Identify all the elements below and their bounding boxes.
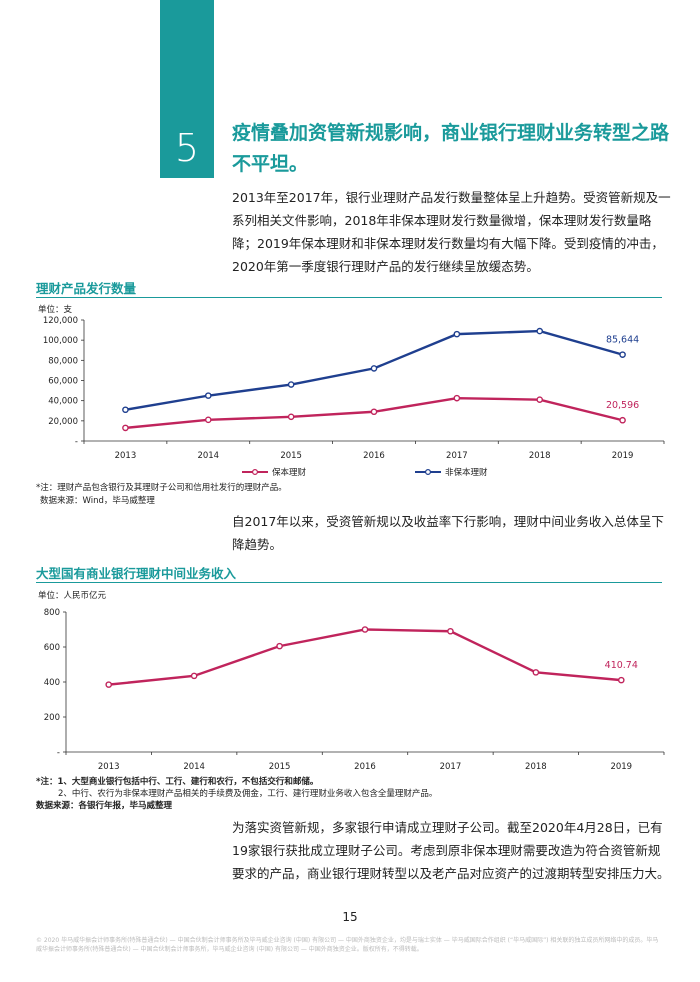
chart1-end-data-label: 85,644 — [606, 335, 639, 346]
chart2-end-data-label: 410.74 — [605, 660, 638, 671]
paragraph-3: 为落实资管新规，多家银行申请成立理财子公司。截至2020年4月28日，已有19家… — [232, 820, 670, 881]
chart1-unit-label: 单位：支 — [38, 304, 73, 315]
chart1-legend-label: 保本理财 — [272, 467, 307, 478]
chart2-title-rule — [36, 582, 662, 583]
chart1-data-point — [453, 394, 461, 402]
chart2-note-2: 2、中行、农行为非保本理财产品相关的手续费及佣金，工行、建行理财业务收入包含全量… — [58, 789, 438, 799]
chart1-x-tick-label: 2014 — [197, 451, 219, 461]
chart1-data-point — [287, 381, 295, 388]
chart1-data-point — [536, 396, 544, 403]
chart2-x-tick-label: 2019 — [610, 762, 632, 772]
chart1-data-point — [204, 416, 212, 424]
section-number: 5 — [174, 126, 200, 170]
chart1-data-point — [204, 392, 212, 399]
chart2-x-tick-label: 2017 — [440, 762, 462, 772]
chart2-svg: 单位：人民币亿元 800 600 400 200 - 2013 2014 2015 2016 201… — [38, 590, 665, 772]
paragraph-1: 2013年至2017年，银行业理财产品发行数量整体呈上升趋势。受资管新规及一系列… — [232, 190, 671, 274]
chart1-x-tick-label: 2016 — [363, 451, 385, 461]
chart2-series-line — [108, 628, 622, 686]
chart1-y-tick-label: 120,000 — [43, 316, 78, 326]
footer-copyright: © 2020 毕马威华振会计师事务所(特殊普通合伙) — 中国合伙制会计师事务所… — [36, 937, 659, 953]
chart2-x-tick-label: 2013 — [98, 762, 120, 772]
chart1-data-point — [536, 327, 544, 335]
chart1-y-tick-label: 20,000 — [48, 417, 78, 427]
chart2-data-point — [276, 642, 283, 650]
chart1-data-point — [619, 351, 626, 358]
chart2-y-tick-label: - — [57, 748, 60, 758]
chart1-data-point — [453, 330, 461, 338]
paragraph-2: 自2017年以来，受资管新规以及收益率下行影响，理财中间业务收入总体呈下降趋势。 — [232, 514, 664, 552]
chart1-y-tick-label: - — [75, 437, 78, 447]
chart2-data-point — [361, 626, 369, 633]
chart1-data-point — [619, 416, 626, 424]
chart2-data-point — [105, 681, 113, 688]
chart1-x-tick-label: 2013 — [115, 451, 137, 461]
chart2-x-tick-label: 2014 — [183, 762, 205, 772]
chart2-y-tick-label: 800 — [44, 608, 60, 618]
chart2-data-point — [532, 669, 540, 676]
chart1-data-point — [122, 406, 129, 414]
chart1-data-point — [370, 408, 378, 416]
chart1-end-data-label: 20,596 — [606, 400, 639, 411]
chart1-legend-marker — [252, 469, 259, 476]
chart1-title: 理财产品发行数量 — [36, 281, 137, 296]
chart1-data-point — [122, 424, 129, 432]
chart1-legend-marker — [425, 469, 432, 476]
chart1-source: 数据来源：Wind，毕马威整理 — [40, 496, 155, 506]
chart2-x-tick-label: 2018 — [525, 762, 547, 772]
chart2-note-1: *注：1、大型商业银行包括中行、工行、建行和农行，不包括交行和邮储。 — [36, 777, 319, 787]
section-title: 疫情叠加资管新规影响，商业银行理财业务转型之路不平坦。 — [232, 122, 670, 175]
chart1-y-tick-label: 60,000 — [48, 377, 78, 387]
chart1-x-tick-label: 2019 — [612, 451, 634, 461]
chart2-y-tick-label: 200 — [44, 713, 60, 723]
chart2-y-tick-label: 400 — [44, 678, 60, 688]
chart2-data-point — [447, 627, 454, 635]
chart1-x-tick-label: 2017 — [446, 451, 468, 461]
chart1-data-point — [370, 365, 378, 372]
chart2-unit-label: 单位：人民币亿元 — [38, 590, 107, 601]
chart2-x-tick-label: 2015 — [269, 762, 291, 772]
chart1-title-rule — [36, 297, 662, 298]
chart1-x-tick-label: 2015 — [280, 451, 302, 461]
section-number-block: 5 — [160, 0, 214, 178]
chart2-data-point — [617, 676, 625, 684]
chart2-source: 数据来源：各银行年报，毕马威整理 — [36, 801, 173, 811]
chart1-y-tick-label: 100,000 — [43, 336, 78, 346]
chart1-y-tick-label: 40,000 — [48, 397, 78, 407]
chart1-x-tick-label: 2018 — [529, 451, 551, 461]
page-number: 15 — [342, 910, 358, 924]
chart2-title: 大型国有商业银行理财中间业务收入 — [36, 566, 237, 581]
chart1-legend-label: 非保本理财 — [445, 467, 488, 478]
chart1-y-tick-label: 80,000 — [48, 356, 78, 366]
chart1-note: *注：理财产品包含银行及其理财子公司和信用社发行的理财产品。 — [36, 483, 287, 493]
chart1-data-point — [287, 413, 295, 421]
chart2-x-tick-label: 2016 — [354, 762, 376, 772]
chart2-y-tick-label: 600 — [44, 643, 60, 653]
chart2-data-point — [190, 672, 198, 680]
